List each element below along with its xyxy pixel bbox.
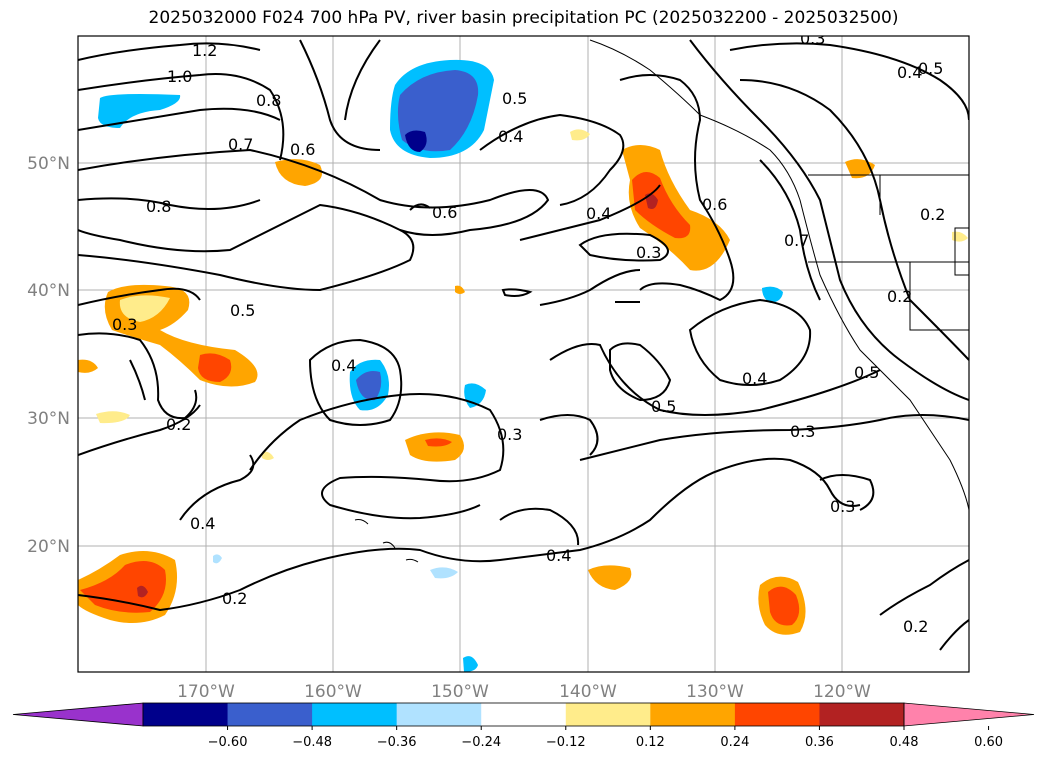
contour-label: 0.2 bbox=[166, 415, 191, 434]
contour-label: 0.3 bbox=[830, 497, 855, 516]
lon-label: 170°W bbox=[177, 682, 235, 702]
colorbar-tick-label: 0.48 bbox=[890, 735, 919, 750]
colorbar-frame bbox=[142, 702, 905, 727]
contour-label: 0.5 bbox=[230, 301, 255, 320]
contour-label: 0.4 bbox=[546, 546, 571, 565]
lon-label: 140°W bbox=[559, 682, 617, 702]
lat-label: 20°N bbox=[27, 537, 70, 557]
contour-label: 0.6 bbox=[290, 140, 315, 159]
lon-label: 120°W bbox=[813, 682, 871, 702]
contour-label: 0.3 bbox=[112, 315, 137, 334]
contour-label: 0.3 bbox=[636, 243, 661, 262]
colorbar: −0.60 −0.48 −0.36 −0.24 −0.12 0.12 0.24 0.36 0.4… bbox=[12, 702, 1035, 750]
contour-label: 0.2 bbox=[222, 589, 247, 608]
precip-shading bbox=[78, 59, 968, 672]
plot-frame bbox=[77, 35, 970, 673]
contour-label: 0.7 bbox=[784, 231, 809, 250]
colorbar-segment bbox=[312, 703, 398, 726]
colorbar-segment bbox=[734, 703, 820, 726]
contour-label: 0.8 bbox=[256, 91, 281, 110]
colorbar-segment bbox=[396, 703, 482, 726]
lon-label: 150°W bbox=[431, 682, 489, 702]
colorbar-tick-label: −0.24 bbox=[461, 735, 501, 750]
colorbar-tick-label: −0.48 bbox=[292, 735, 332, 750]
contour-label: 0.4 bbox=[190, 514, 215, 533]
colorbar-tick-label: 0.12 bbox=[636, 735, 665, 750]
lat-label: 40°N bbox=[27, 281, 70, 301]
contour-label: 0.2 bbox=[920, 205, 945, 224]
colorbar-min-arrow bbox=[12, 702, 144, 727]
colorbar-segment bbox=[481, 703, 567, 726]
colorbar-tick-label: −0.36 bbox=[377, 735, 417, 750]
contour-label: 0.4 bbox=[742, 369, 767, 388]
contour-label: 0.5 bbox=[502, 89, 527, 108]
contour-label: 0.4 bbox=[586, 204, 611, 223]
contour-label: 0.6 bbox=[432, 203, 457, 222]
colorbar-segment bbox=[650, 703, 736, 726]
contour-label: 1.2 bbox=[192, 41, 217, 60]
lat-label: 50°N bbox=[27, 154, 70, 174]
contour-label: 0.2 bbox=[903, 617, 928, 636]
contour-label: 0.6 bbox=[702, 195, 727, 214]
lon-label: 160°W bbox=[304, 682, 362, 702]
contour-label: 0.4 bbox=[331, 356, 356, 375]
coastlines bbox=[354, 39, 969, 563]
colorbar-tick-label: 0.36 bbox=[805, 735, 834, 750]
colorbar-tick-label: 0.60 bbox=[974, 735, 1003, 750]
colorbar-tick-label: 0.24 bbox=[720, 735, 749, 750]
contour-label: 0.3 bbox=[800, 29, 825, 48]
contour-label: 0.7 bbox=[228, 135, 253, 154]
contour-label: 1.0 bbox=[167, 67, 192, 86]
contour-label: 0.5 bbox=[918, 59, 943, 78]
contour-label: 0.2 bbox=[887, 287, 912, 306]
contour-label: 0.5 bbox=[651, 397, 676, 416]
contour-label: 0.3 bbox=[497, 425, 522, 444]
colorbar-segment bbox=[819, 703, 905, 726]
contour-labels: 1.2 1.0 0.8 0.7 0.6 0.8 0.5 0.4 0.6 0.4 … bbox=[112, 29, 945, 636]
colorbar-max-arrow bbox=[903, 702, 1035, 727]
gridlines bbox=[78, 36, 969, 672]
longitude-labels: 170°W 160°W 150°W 140°W 130°W 120°W bbox=[177, 682, 871, 702]
contour-label: 0.4 bbox=[498, 127, 523, 146]
lon-label: 130°W bbox=[686, 682, 744, 702]
contour-label: 0.8 bbox=[146, 197, 171, 216]
map-title: 2025032000 F024 700 hPa PV, river basin … bbox=[148, 8, 899, 28]
contour-label: 0.4 bbox=[897, 63, 922, 82]
colorbar-segment bbox=[565, 703, 651, 726]
latitude-labels: 50°N 40°N 30°N 20°N bbox=[27, 154, 70, 557]
colorbar-segment bbox=[143, 703, 229, 726]
colorbar-tick-label: −0.12 bbox=[546, 735, 586, 750]
contour-label: 0.5 bbox=[854, 363, 879, 382]
colorbar-segment bbox=[227, 703, 313, 726]
lat-label: 30°N bbox=[27, 409, 70, 429]
contour-label: 0.3 bbox=[790, 422, 815, 441]
pv-contours bbox=[78, 39, 969, 651]
colorbar-tick-label: −0.60 bbox=[208, 735, 248, 750]
